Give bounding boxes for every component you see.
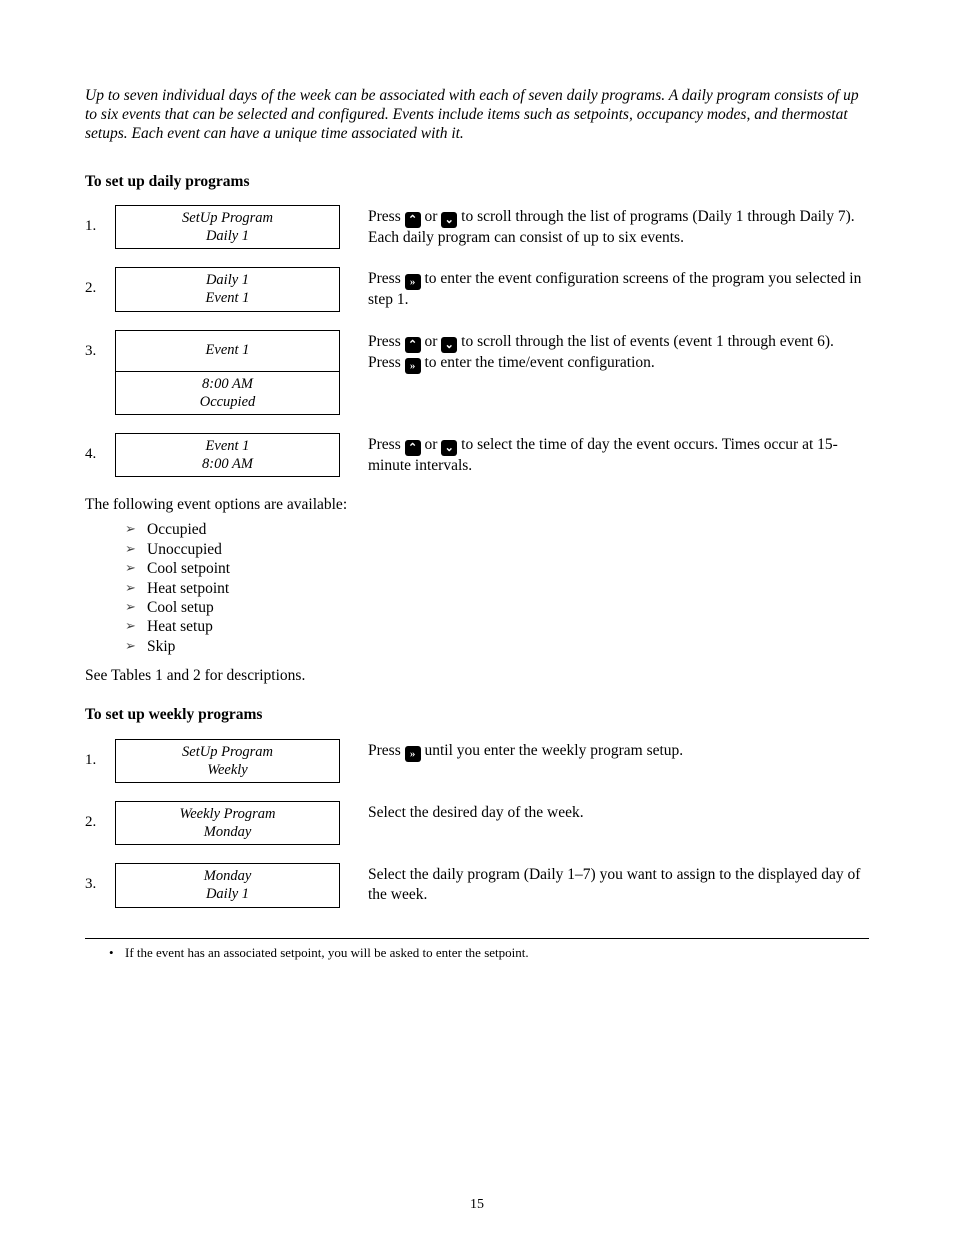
list-item: Cool setpoint: [125, 559, 869, 578]
list-item: Unoccupied: [125, 540, 869, 559]
footnote: If the event has an associated setpoint,…: [85, 945, 869, 961]
step-number: 2.: [85, 801, 115, 832]
lcd-line: Daily 1 Event 1: [206, 271, 250, 307]
right-icon: »: [405, 358, 421, 374]
right-icon: »: [405, 274, 421, 290]
step-description: Select the desired day of the week.: [340, 801, 869, 822]
lcd-line: SetUp Program Daily 1: [182, 209, 273, 245]
lcd-line: Monday Daily 1: [204, 867, 252, 903]
lcd-box: Weekly Program Monday: [115, 801, 340, 845]
lcd-box: 8:00 AM Occupied: [115, 372, 340, 415]
down-icon: ⌄: [441, 212, 457, 228]
step-number: 4.: [85, 433, 115, 464]
list-item: Heat setpoint: [125, 579, 869, 598]
lcd-box: Event 1: [115, 330, 340, 372]
step-number: 3.: [85, 330, 115, 361]
options-note: See Tables 1 and 2 for descriptions.: [85, 666, 869, 685]
lcd-box-stack: Event 1 8:00 AM Occupied: [115, 330, 340, 415]
page: Up to seven individual days of the week …: [0, 0, 954, 1235]
lcd-line: Weekly Program Monday: [180, 805, 276, 841]
list-item: Occupied: [125, 520, 869, 539]
list-item: Cool setup: [125, 598, 869, 617]
daily-step-1: 1. SetUp Program Daily 1 Press ⌃ or ⌄ to…: [85, 205, 869, 249]
step-description: Select the daily program (Daily 1–7) you…: [340, 863, 869, 904]
step-number: 1.: [85, 205, 115, 236]
lcd-box: Monday Daily 1: [115, 863, 340, 907]
step-description: Press ⌃ or ⌄ to scroll through the list …: [340, 330, 869, 374]
footnote-rule: [85, 938, 869, 939]
page-number: 15: [0, 1196, 954, 1214]
section-title-daily: To set up daily programs: [85, 172, 869, 191]
event-options-list: Occupied Unoccupied Cool setpoint Heat s…: [85, 520, 869, 656]
weekly-step-3: 3. Monday Daily 1 Select the daily progr…: [85, 863, 869, 907]
lcd-box: SetUp Program Weekly: [115, 739, 340, 783]
step-number: 3.: [85, 863, 115, 894]
weekly-step-1: 1. SetUp Program Weekly Press » until yo…: [85, 739, 869, 783]
down-icon: ⌄: [441, 440, 457, 456]
up-icon: ⌃: [405, 212, 421, 228]
lcd-line: Event 1 8:00 AM: [202, 437, 253, 473]
step-description: Press » to enter the event configuration…: [340, 267, 869, 309]
step-description: Press ⌃ or ⌄ to select the time of day t…: [340, 433, 869, 475]
lcd-line: SetUp Program Weekly: [182, 743, 273, 779]
list-item: Skip: [125, 637, 869, 656]
lcd-box: Event 1 8:00 AM: [115, 433, 340, 477]
weekly-step-2: 2. Weekly Program Monday Select the desi…: [85, 801, 869, 845]
lcd-box: SetUp Program Daily 1: [115, 205, 340, 249]
step-number: 2.: [85, 267, 115, 298]
daily-step-3: 3. Event 1 8:00 AM Occupied Press ⌃ or ⌄…: [85, 330, 869, 415]
down-icon: ⌄: [441, 337, 457, 353]
section-title-weekly: To set up weekly programs: [85, 705, 869, 724]
daily-step-4: 4. Event 1 8:00 AM Press ⌃ or ⌄ to selec…: [85, 433, 869, 477]
right-icon: »: [405, 746, 421, 762]
intro-paragraph: Up to seven individual days of the week …: [85, 86, 869, 144]
step-description: Press » until you enter the weekly progr…: [340, 739, 869, 762]
options-intro: The following event options are availabl…: [85, 495, 869, 514]
lcd-box: Daily 1 Event 1: [115, 267, 340, 311]
step-description: Press ⌃ or ⌄ to scroll through the list …: [340, 205, 869, 247]
up-icon: ⌃: [405, 337, 421, 353]
lcd-line: 8:00 AM Occupied: [200, 375, 256, 411]
up-icon: ⌃: [405, 440, 421, 456]
daily-step-2: 2. Daily 1 Event 1 Press » to enter the …: [85, 267, 869, 311]
list-item: Heat setup: [125, 617, 869, 636]
step-number: 1.: [85, 739, 115, 770]
